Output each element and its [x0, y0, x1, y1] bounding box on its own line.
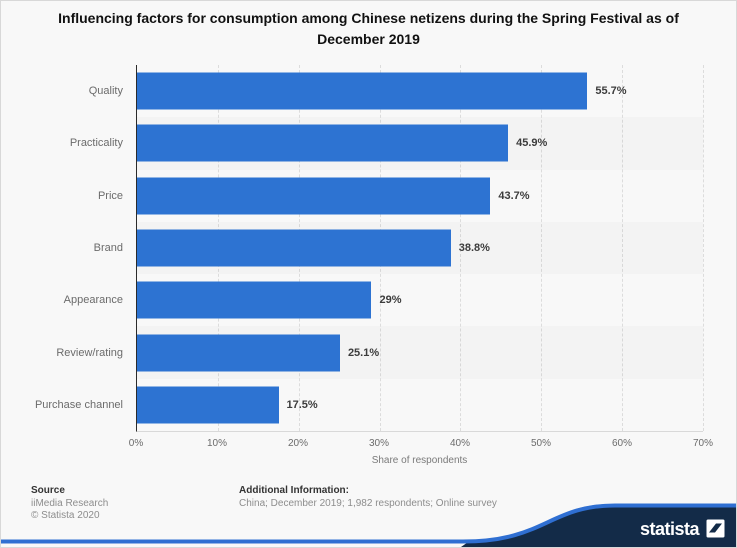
- bar: [137, 281, 372, 319]
- additional-info-heading: Additional Information:: [239, 485, 349, 496]
- source-name: iiMedia Research: [31, 498, 109, 509]
- x-axis-label: Share of respondents: [371, 455, 468, 466]
- gridline: [703, 65, 704, 431]
- bar-row: Appearance 29%: [64, 274, 703, 326]
- value-label: 55.7%: [595, 85, 627, 98]
- value-label: 17.5%: [286, 398, 318, 411]
- plot-area: Quality 55.7% Practicality 45.9% Price 43.7% B…: [35, 65, 704, 432]
- additional-info-text: China; December 2019; 1,982 respondents;…: [239, 498, 497, 509]
- bar-row: Practicality 45.9%: [70, 117, 703, 169]
- statista-logo-icon: [706, 519, 725, 538]
- category-label: Appearance: [63, 294, 123, 307]
- x-tick-label: 0%: [128, 438, 144, 449]
- category-label: Brand: [93, 241, 123, 254]
- category-label: Practicality: [69, 137, 123, 150]
- x-tick-label: 30%: [368, 438, 390, 449]
- value-label: 38.8%: [458, 241, 490, 254]
- value-label: 45.9%: [516, 137, 548, 150]
- source-block: Source iiMedia Research © Statista 2020: [31, 485, 108, 522]
- bar-row: Quality 55.7%: [89, 65, 703, 117]
- bar: [137, 177, 491, 215]
- gridline: [622, 65, 624, 431]
- value-label: 25.1%: [347, 346, 380, 359]
- x-tick-label: 50%: [530, 438, 552, 449]
- x-tick-label: 40%: [449, 438, 471, 449]
- category-label: Price: [97, 189, 123, 202]
- bar: [137, 334, 340, 372]
- statista-logo[interactable]: statista: [640, 519, 725, 538]
- bar-row: Price 43.7%: [98, 170, 703, 222]
- value-label: 29%: [379, 294, 402, 307]
- category-label: Purchase channel: [34, 398, 123, 411]
- additional-info-block: Additional Information: China; December …: [239, 485, 497, 510]
- bar-row: Review/rating 25.1%: [56, 326, 703, 378]
- source-heading: Source: [31, 485, 65, 496]
- bar: [137, 124, 509, 162]
- x-tick-label: 10%: [206, 438, 228, 449]
- category-label: Quality: [88, 85, 123, 98]
- bar: [137, 72, 588, 110]
- bar-rows: Quality 55.7% Practicality 45.9% Price 43.7% B…: [35, 65, 703, 431]
- gridline: [460, 65, 462, 431]
- bar: [137, 229, 451, 267]
- gridline: [541, 65, 543, 431]
- x-tick-label: 20%: [287, 438, 309, 449]
- category-label: Review/rating: [56, 346, 123, 359]
- bar-row: Brand 38.8%: [94, 222, 703, 274]
- x-tick-label: 60%: [611, 438, 633, 449]
- bar-row: Purchase channel 17.5%: [35, 379, 703, 431]
- statista-logo-text: statista: [639, 518, 700, 539]
- copyright-text: © Statista 2020: [31, 510, 100, 521]
- x-tick-label: 70%: [692, 438, 714, 449]
- chart-title: Influencing factors for consumption amon…: [58, 10, 679, 47]
- bar: [137, 386, 279, 424]
- value-label: 43.7%: [498, 189, 530, 202]
